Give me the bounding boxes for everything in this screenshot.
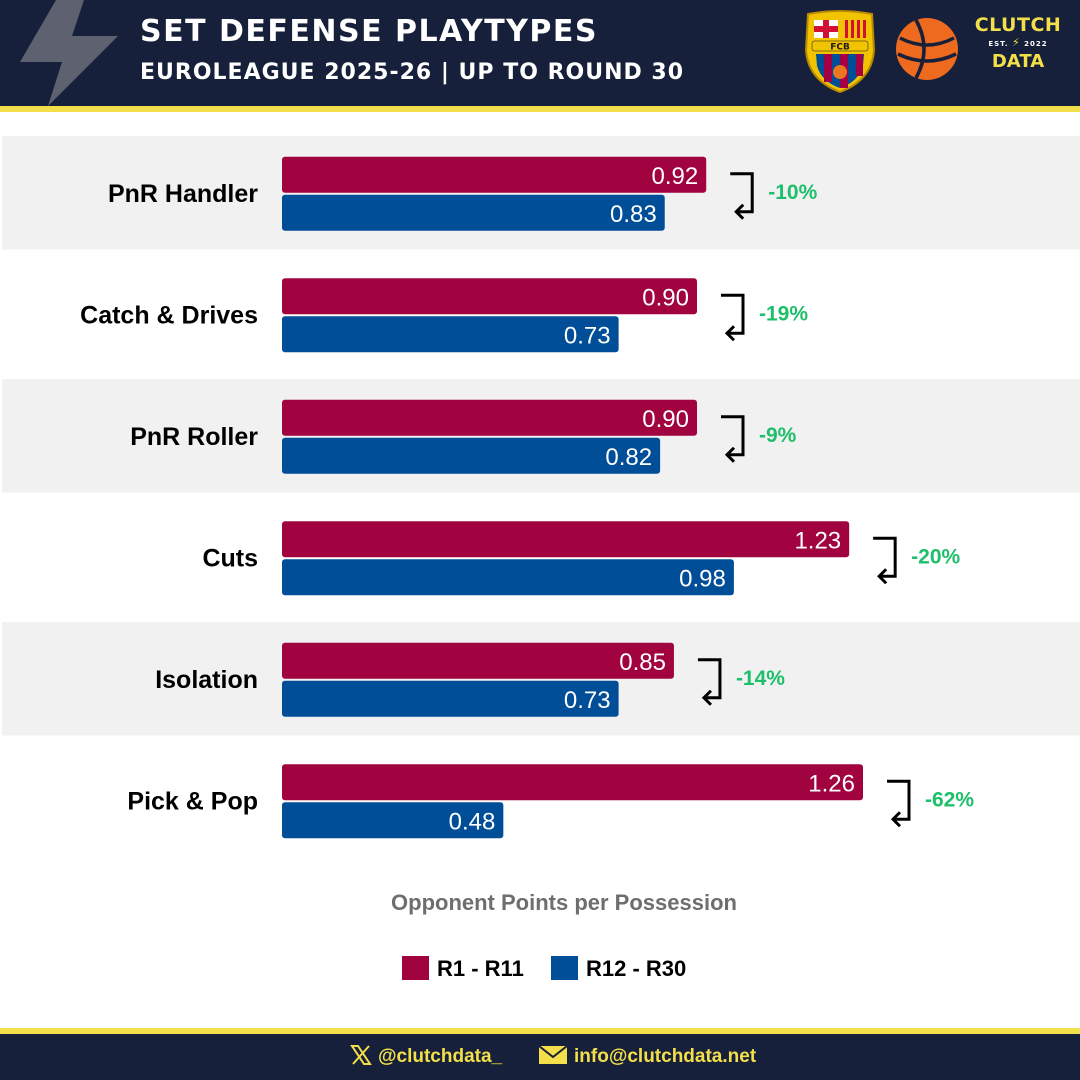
bar-r12-r30	[282, 194, 665, 231]
bar-r1-r11	[282, 642, 674, 679]
bar-r1-r11	[282, 156, 707, 193]
bar-value-label: 1.23	[794, 527, 841, 554]
bar-r12-r30	[282, 802, 504, 839]
brand-est: EST.	[988, 40, 1009, 48]
category-label: Isolation	[155, 666, 258, 694]
change-arrowhead-icon	[701, 689, 713, 706]
twitter-handle[interactable]: @clutchdata_	[350, 1044, 502, 1068]
bar-r12-r30	[282, 559, 734, 596]
change-arrowhead-icon	[877, 568, 888, 585]
bar-r12-r30	[282, 680, 619, 717]
footer-stripe	[0, 1028, 1080, 1034]
page-title: SET DEFENSE PLAYTYPES	[140, 14, 598, 49]
header-stripe	[0, 106, 1080, 112]
category-label: Pick & Pop	[127, 787, 258, 815]
lightning-bolt-icon	[20, 0, 118, 106]
change-percent: -10%	[768, 181, 817, 204]
bar-value-label: 0.92	[652, 163, 699, 190]
bar-r1-r11	[282, 278, 697, 315]
email-contact[interactable]: info@clutchdata.net	[538, 1044, 756, 1068]
brand-line1: CLUTCH	[974, 14, 1062, 36]
change-percent: -14%	[736, 667, 785, 690]
category-label: PnR Roller	[130, 423, 258, 451]
category-label: PnR Handler	[108, 180, 258, 208]
change-arrowhead-icon	[724, 446, 736, 463]
fc-barcelona-crest-icon: FCB	[804, 10, 876, 94]
change-arrowhead-icon	[734, 203, 745, 220]
x-axis-title: Opponent Points per Possession	[391, 890, 737, 915]
change-arrowhead-icon	[724, 325, 736, 342]
page-subtitle: EUROLEAGUE 2025-26 | UP TO ROUND 30	[140, 60, 685, 85]
category-label: Catch & Drives	[80, 301, 258, 329]
change-arrow-icon	[721, 293, 745, 335]
bar-value-label: 0.82	[605, 444, 652, 471]
bar-r1-r11	[282, 764, 863, 801]
bar-value-label: 0.83	[610, 201, 657, 228]
brand-est-line: EST. ⚡ 2022	[968, 36, 1068, 51]
change-arrow-icon	[887, 779, 911, 821]
change-arrow-icon	[873, 536, 897, 578]
change-percent: -20%	[911, 545, 960, 568]
bar-r12-r30	[282, 316, 619, 353]
bar-r1-r11	[282, 399, 697, 436]
category-label: Cuts	[202, 544, 258, 572]
change-arrow-icon	[730, 172, 754, 214]
footer: @clutchdata_ info@clutchdata.net	[0, 1034, 1080, 1080]
legend-swatch	[551, 956, 578, 980]
bar-value-label: 0.98	[679, 565, 726, 592]
change-percent: -62%	[925, 788, 974, 811]
bar-value-label: 0.85	[619, 649, 666, 676]
bar-value-label: 0.73	[564, 687, 611, 714]
bar-value-label: 0.73	[564, 322, 611, 349]
twitter-handle-text: @clutchdata_	[378, 1046, 503, 1067]
x-logo-icon	[350, 1045, 372, 1065]
change-arrow-icon	[721, 415, 745, 457]
legend-swatch	[402, 956, 429, 980]
bar-chart: PnR Handler 0.92 0.83 -10% Catch & Drives 0.9…	[2, 136, 1080, 981]
bar-value-label: 1.26	[808, 770, 855, 797]
team-logo-text: FCB	[830, 43, 850, 53]
clutch-data-logo: CLUTCH EST. ⚡ 2022 DATA	[968, 14, 1068, 73]
brand-bolt-icon: ⚡	[1011, 36, 1021, 49]
change-arrow-icon	[697, 658, 722, 700]
bar-value-label: 0.90	[642, 284, 689, 311]
bar-value-label: 0.90	[642, 406, 689, 433]
euroleague-logo-icon	[896, 18, 958, 80]
bar-value-label: 0.48	[449, 808, 496, 835]
change-percent: -19%	[759, 302, 808, 325]
brand-year: 2022	[1024, 40, 1048, 48]
header: SET DEFENSE PLAYTYPES EUROLEAGUE 2025-26…	[0, 0, 1080, 106]
brand-line2: DATA	[991, 51, 1045, 72]
email-text: info@clutchdata.net	[574, 1046, 757, 1067]
envelope-icon	[538, 1045, 568, 1064]
bar-r1-r11	[282, 521, 850, 558]
legend-label: R12 - R30	[586, 956, 686, 981]
change-arrowhead-icon	[890, 811, 902, 828]
change-percent: -9%	[759, 424, 797, 447]
legend-label: R1 - R11	[437, 956, 524, 981]
bar-r12-r30	[282, 437, 661, 474]
